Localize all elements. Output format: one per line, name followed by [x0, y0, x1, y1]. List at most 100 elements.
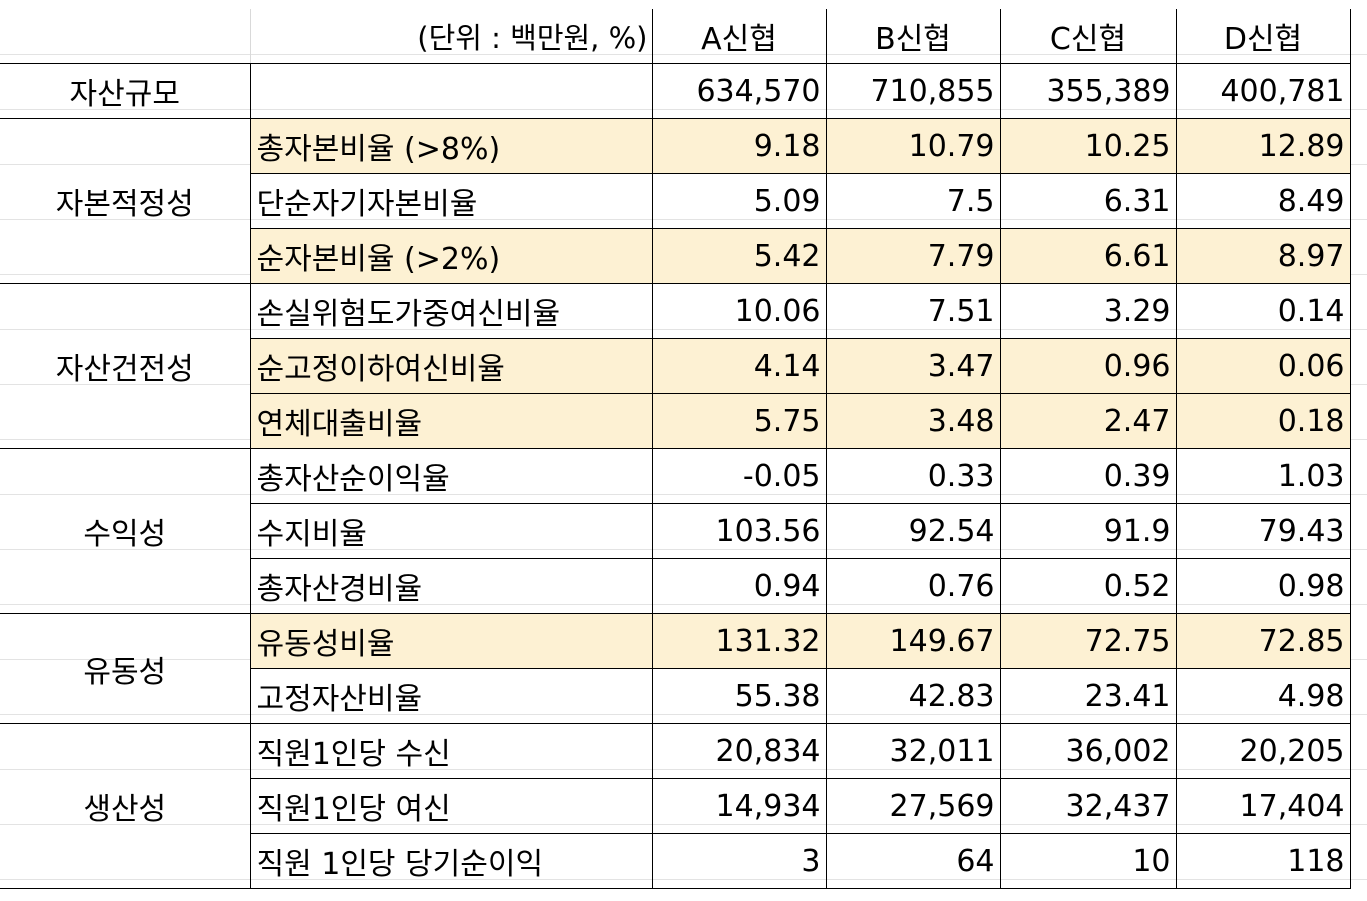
value-cell[interactable]: 7.51: [826, 283, 1001, 339]
table-row: 자산건전성 손실위험도가중여신비율 10.06 7.51 3.29 0.14: [0, 283, 1351, 449]
column-header-c[interactable]: C신협: [1000, 9, 1177, 64]
value-cell[interactable]: 0.06: [1176, 338, 1351, 394]
value-cell[interactable]: 20,834: [652, 723, 827, 779]
table-row: 생산성 직원1인당 수신 20,834 32,011 36,002 20,205: [0, 723, 1351, 889]
value-cell[interactable]: 8.49: [1176, 173, 1351, 229]
value-cell[interactable]: 23.41: [1000, 668, 1177, 724]
value-cell[interactable]: 131.32: [652, 613, 827, 669]
category-cell[interactable]: 자산건전성: [0, 283, 251, 449]
value-cell[interactable]: 5.42: [652, 228, 827, 284]
table-row: 수익성 총자산순이익율 -0.05 0.33 0.39 1.03: [0, 448, 1351, 614]
table-row: 직원1인당 여신 14,934 27,569 32,437 17,404: [0, 778, 1351, 834]
column-header-d[interactable]: D신협: [1176, 9, 1351, 64]
table-row: 연체대출비율 5.75 3.48 2.47 0.18: [0, 393, 1351, 449]
value-cell[interactable]: 118: [1176, 833, 1351, 889]
value-cell[interactable]: 0.76: [826, 558, 1001, 614]
value-cell[interactable]: 32,437: [1000, 778, 1177, 834]
value-cell[interactable]: 1.03: [1176, 448, 1351, 504]
metric-label[interactable]: 수지비율: [250, 503, 653, 559]
metric-label[interactable]: 직원1인당 수신: [250, 723, 653, 779]
value-cell[interactable]: 0.33: [826, 448, 1001, 504]
metric-label[interactable]: 손실위험도가중여신비율: [250, 283, 653, 339]
value-cell[interactable]: 0.94: [652, 558, 827, 614]
asset-size-d[interactable]: 400,781: [1176, 63, 1351, 119]
value-cell[interactable]: 7.79: [826, 228, 1001, 284]
asset-size-b[interactable]: 710,855: [826, 63, 1001, 119]
metric-label[interactable]: 총자산경비율: [250, 558, 653, 614]
value-cell[interactable]: 7.5: [826, 173, 1001, 229]
value-cell[interactable]: 92.54: [826, 503, 1001, 559]
value-cell[interactable]: 91.9: [1000, 503, 1177, 559]
metric-label[interactable]: 직원 1인당 당기순이익: [250, 833, 653, 889]
value-cell[interactable]: 6.61: [1000, 228, 1177, 284]
metric-label[interactable]: 순자본비율 (>2%): [250, 228, 653, 284]
table-row: 직원 1인당 당기순이익 3 64 10 118: [0, 833, 1351, 889]
metric-label[interactable]: 총자산순이익율: [250, 448, 653, 504]
category-cell[interactable]: 자본적정성: [0, 118, 251, 284]
category-cell[interactable]: 생산성: [0, 723, 251, 889]
value-cell[interactable]: 3: [652, 833, 827, 889]
value-cell[interactable]: 17,404: [1176, 778, 1351, 834]
value-cell[interactable]: 2.47: [1000, 393, 1177, 449]
value-cell[interactable]: 0.52: [1000, 558, 1177, 614]
value-cell[interactable]: 0.98: [1176, 558, 1351, 614]
value-cell[interactable]: 55.38: [652, 668, 827, 724]
value-cell[interactable]: 3.48: [826, 393, 1001, 449]
metric-label[interactable]: 연체대출비율: [250, 393, 653, 449]
metric-label[interactable]: 고정자산비율: [250, 668, 653, 724]
column-header-b[interactable]: B신협: [826, 9, 1001, 64]
value-cell[interactable]: 149.67: [826, 613, 1001, 669]
value-cell[interactable]: 36,002: [1000, 723, 1177, 779]
metric-label[interactable]: 순고정이하여신비율: [250, 338, 653, 394]
value-cell[interactable]: -0.05: [652, 448, 827, 504]
value-cell[interactable]: 27,569: [826, 778, 1001, 834]
value-cell[interactable]: 4.98: [1176, 668, 1351, 724]
value-cell[interactable]: 32,011: [826, 723, 1001, 779]
unit-note[interactable]: (단위 : 백만원, %): [250, 9, 653, 64]
table-row: 총자산경비율 0.94 0.76 0.52 0.98: [0, 558, 1351, 614]
value-cell[interactable]: 0.39: [1000, 448, 1177, 504]
metric-label[interactable]: 직원1인당 여신: [250, 778, 653, 834]
metric-label[interactable]: 총자본비율 (>8%): [250, 118, 653, 174]
value-cell[interactable]: 10.25: [1000, 118, 1177, 174]
asset-size-a[interactable]: 634,570: [652, 63, 827, 119]
value-cell[interactable]: 0.18: [1176, 393, 1351, 449]
value-cell[interactable]: 5.09: [652, 173, 827, 229]
value-cell[interactable]: 103.56: [652, 503, 827, 559]
value-cell[interactable]: 8.97: [1176, 228, 1351, 284]
category-cell[interactable]: 유동성: [0, 613, 251, 724]
asset-size-c[interactable]: 355,389: [1000, 63, 1177, 119]
value-cell[interactable]: 14,934: [652, 778, 827, 834]
value-cell[interactable]: 3.29: [1000, 283, 1177, 339]
corner-cell[interactable]: [0, 9, 251, 64]
value-cell[interactable]: 4.14: [652, 338, 827, 394]
value-cell[interactable]: 64: [826, 833, 1001, 889]
value-cell[interactable]: 10.06: [652, 283, 827, 339]
table-row: 순자본비율 (>2%) 5.42 7.79 6.61 8.97: [0, 228, 1351, 284]
value-cell[interactable]: 42.83: [826, 668, 1001, 724]
value-cell[interactable]: 72.85: [1176, 613, 1351, 669]
table-row: 단순자기자본비율 5.09 7.5 6.31 8.49: [0, 173, 1351, 229]
header-row: (단위 : 백만원, %) A신협 B신협 C신협 D신협: [0, 9, 1351, 64]
value-cell[interactable]: 9.18: [652, 118, 827, 174]
metric-label[interactable]: 유동성비율: [250, 613, 653, 669]
table-row: 자본적정성 총자본비율 (>8%) 9.18 10.79 10.25 12.89: [0, 118, 1351, 284]
category-cell[interactable]: 수익성: [0, 448, 251, 614]
financial-ratio-table: (단위 : 백만원, %) A신협 B신협 C신협 D신협 자산규모 634,5…: [0, 9, 1351, 889]
value-cell[interactable]: 79.43: [1176, 503, 1351, 559]
value-cell[interactable]: 0.96: [1000, 338, 1177, 394]
value-cell[interactable]: 20,205: [1176, 723, 1351, 779]
value-cell[interactable]: 6.31: [1000, 173, 1177, 229]
value-cell[interactable]: 72.75: [1000, 613, 1177, 669]
value-cell[interactable]: 5.75: [652, 393, 827, 449]
asset-size-label[interactable]: 자산규모: [0, 63, 251, 119]
value-cell[interactable]: 10: [1000, 833, 1177, 889]
empty-cell[interactable]: [250, 63, 653, 119]
value-cell[interactable]: 10.79: [826, 118, 1001, 174]
metric-label[interactable]: 단순자기자본비율: [250, 173, 653, 229]
column-header-a[interactable]: A신협: [652, 9, 827, 64]
value-cell[interactable]: 3.47: [826, 338, 1001, 394]
value-cell[interactable]: 12.89: [1176, 118, 1351, 174]
value-cell[interactable]: 0.14: [1176, 283, 1351, 339]
